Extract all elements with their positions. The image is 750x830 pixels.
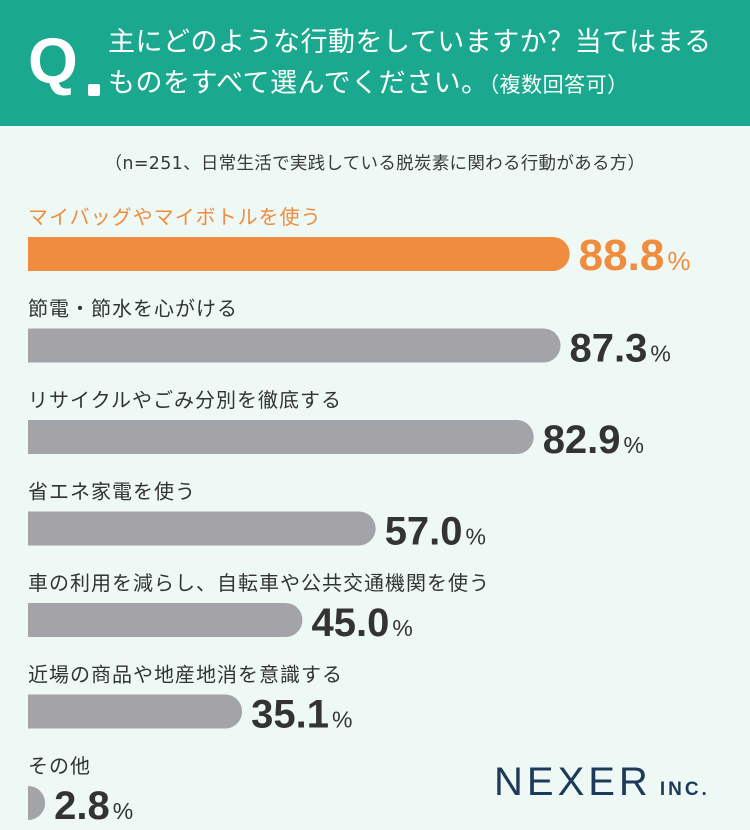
value-label: 2.8% [54, 784, 133, 828]
category-label: 節電・節水を心がける [28, 297, 238, 321]
category-label: その他 [28, 754, 91, 778]
value-label: 88.8% [579, 231, 691, 280]
category-label: マイバッグやマイボトルを使う [28, 205, 322, 229]
logo-suffix: INC. [659, 779, 710, 800]
value-label: 82.9% [543, 418, 644, 462]
bar [28, 603, 303, 637]
question-text: 主にどのような行動をしていますか？当てはまる ものをすべて選んでください。（複数… [108, 22, 738, 106]
bar [28, 786, 46, 820]
question-line-1: 主にどのような行動をしていますか？当てはまる [108, 27, 712, 58]
bar [28, 328, 561, 363]
logo-name: NEXER [494, 760, 652, 804]
bar [28, 511, 376, 546]
value-label: 45.0% [312, 601, 413, 645]
bar [28, 694, 243, 729]
question-line-2: ものをすべて選んでください。（複数回答可） [108, 63, 738, 106]
question-q-mark: Q [28, 25, 78, 97]
question-line-2-main: ものをすべて選んでください。 [108, 68, 489, 99]
value-label: 57.0% [385, 510, 486, 554]
question-note: （複数回答可） [488, 73, 629, 97]
question-q-dot [88, 84, 100, 96]
bar [28, 237, 570, 271]
sample-note: （n=251、日常生活で実践している脱炭素に関わる行動がある方） [104, 154, 646, 174]
nexer-logo: NEXER INC. [494, 760, 710, 805]
bar [28, 420, 534, 454]
question-header: Q 主にどのような行動をしていますか？当てはまる ものをすべて選んでください。（… [0, 0, 750, 126]
category-label: リサイクルやごみ分別を徹底する [28, 388, 342, 412]
value-label: 87.3% [570, 327, 671, 371]
category-label: 省エネ家電を使う [28, 480, 196, 504]
category-label: 近場の商品や地産地消を意識する [28, 663, 343, 687]
category-label: 車の利用を減らし、自転車や公共交通機関を使う [28, 571, 490, 595]
value-label: 35.1% [251, 693, 352, 737]
